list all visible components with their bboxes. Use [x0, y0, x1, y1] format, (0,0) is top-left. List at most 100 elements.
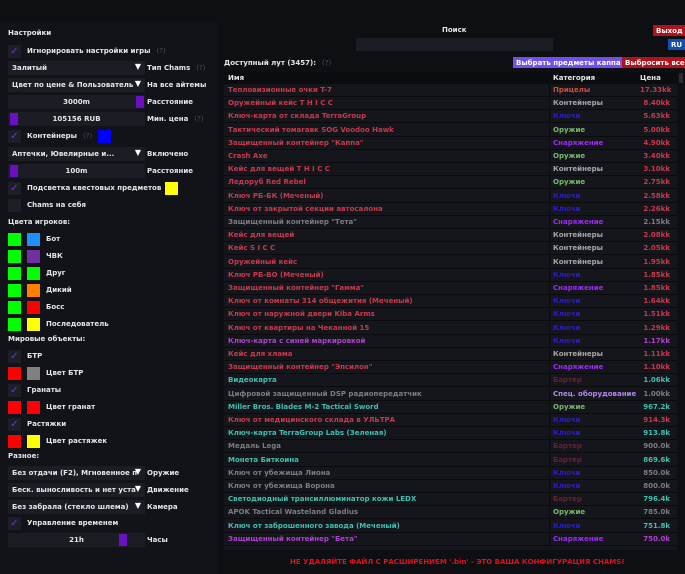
containers-enabled-dropdown[interactable]: Аптечки, Ювелирные и... ▼: [8, 147, 145, 161]
table-row[interactable]: Оружейный кейс T H I C C Контейнеры 8.40kk: [224, 97, 677, 111]
hours-slider[interactable]: 21h: [8, 533, 145, 547]
exit-button[interactable]: Выход: [653, 25, 685, 36]
player-type-label: Дикий: [46, 286, 72, 294]
table-row[interactable]: Ледоруб Red Rebel Оружие 2.75kk: [224, 176, 677, 190]
color-swatch[interactable]: [8, 317, 21, 331]
table-row[interactable]: Ключ РБ-ВО (Меченый) Ключи 1.85kk: [224, 268, 677, 282]
scrollbar[interactable]: [678, 72, 684, 550]
time-control-checkbox[interactable]: ✓ Управление временем: [8, 516, 118, 530]
help-icon[interactable]: (?): [196, 64, 206, 72]
column-name[interactable]: Имя: [228, 74, 245, 82]
table-row[interactable]: Ключ от комнаты 314 общежития (Меченый) К…: [224, 295, 677, 309]
item-price: 3.40kk: [643, 152, 670, 160]
quest-color-swatch[interactable]: [165, 181, 179, 195]
color-swatch[interactable]: [8, 300, 21, 314]
help-icon[interactable]: (?): [194, 115, 204, 123]
table-row[interactable]: Ключ-карта от склада TerraGroup Ключи 5.63…: [224, 110, 677, 124]
color-swatch[interactable]: [27, 249, 40, 263]
column-price[interactable]: Цена: [640, 74, 661, 82]
quest-highlight-checkbox[interactable]: ✓ Подсветка квестовых предметов: [8, 181, 184, 195]
color-swatch[interactable]: [8, 249, 21, 263]
min-price-slider[interactable]: 105156 RUB: [8, 112, 145, 126]
btr-checkbox[interactable]: ✓ БТР: [8, 349, 42, 363]
color-swatch[interactable]: [27, 366, 40, 380]
table-row[interactable]: Ключ от наружной двери Kiba Arms Ключи 1.5…: [224, 308, 677, 322]
containers-checkbox[interactable]: ✓ Контейнеры (?): [8, 129, 117, 143]
color-swatch[interactable]: [27, 283, 40, 297]
table-row[interactable]: Ключ от закрытой секции автосалона Ключи 2…: [224, 202, 677, 216]
scrollbar-thumb[interactable]: [679, 73, 683, 83]
help-icon[interactable]: (?): [83, 132, 93, 140]
camera-dropdown[interactable]: Без забрала (стекло шлема) ▼: [8, 500, 145, 514]
weapon-dropdown[interactable]: Без отдачи (F2), Мгновенное п ▼: [8, 466, 145, 480]
table-row[interactable]: Ключ от квартиры на Чеканной 15 Ключи 1.29…: [224, 321, 677, 335]
table-row[interactable]: Цифровой защищенный DSP радиопередатчик С…: [224, 387, 677, 401]
table-row[interactable]: Miller Bros. Blades M-2 Tactical Sword Ор…: [224, 400, 677, 414]
all-items-dropdown[interactable]: Цвет по цене & Пользователь ▼: [8, 78, 145, 92]
color-swatch[interactable]: [8, 400, 21, 414]
color-swatch[interactable]: [27, 232, 40, 246]
containers-color-swatch[interactable]: [98, 129, 112, 143]
table-row[interactable]: Монета Биткоина Бартер 869.6k: [224, 453, 677, 467]
item-name: Ключ РБ-БК (Меченый): [224, 189, 550, 202]
item-price: 1.85kk: [643, 284, 670, 292]
chams-self-checkbox[interactable]: Chams на себя: [8, 198, 86, 212]
table-row[interactable]: Ключ-карта TerraGroup Labs (Зеленая) Ключ…: [224, 427, 677, 441]
color-swatch[interactable]: [8, 434, 21, 448]
chams-type-dropdown[interactable]: Залитый ▼: [8, 61, 145, 75]
color-swatch[interactable]: [8, 266, 21, 280]
help-icon[interactable]: (?): [156, 47, 166, 55]
table-row[interactable]: Ключ РБ-БК (Меченый) Ключи 2.58kk: [224, 189, 677, 203]
distance-slider[interactable]: 3000m: [8, 95, 145, 109]
help-icon[interactable]: (?): [322, 59, 332, 67]
table-row[interactable]: Светодиодный трансиллюминатор кожи LEDX Б…: [224, 493, 677, 507]
table-row[interactable]: Ключ-карта с синей маркировкой Ключи 1.17k…: [224, 334, 677, 348]
table-row[interactable]: Ключ от убежища Ворона Ключи 800.0k: [224, 480, 677, 493]
slider-handle[interactable]: [10, 113, 18, 125]
table-row[interactable]: Защищенный контейнер "Гамма" Снаряжение 1.…: [224, 282, 677, 295]
color-swatch[interactable]: [27, 400, 40, 414]
slider-handle[interactable]: [119, 534, 127, 546]
table-row[interactable]: Оружейный кейс Контейнеры 1.95kk: [224, 255, 677, 269]
table-row[interactable]: APOK Tactical Wasteland Gladius Оружие 785…: [224, 506, 677, 520]
table-row[interactable]: Защищенный контейнер "Каппа" Снаряжение 4.…: [224, 136, 677, 150]
color-swatch[interactable]: [27, 317, 40, 331]
table-row[interactable]: Защищенный контейнер "Эпсилон" Снаряжение…: [224, 361, 677, 375]
table-row[interactable]: Кейс для вещей T H I C C Контейнеры 3.10kk: [224, 163, 677, 177]
table-row[interactable]: Ключ от убежища Лиона Ключи 850.0k: [224, 466, 677, 480]
color-swatch[interactable]: [8, 366, 21, 380]
table-row[interactable]: Тактический томагавк SOG Voodoo Hawk Оруж…: [224, 123, 677, 137]
slider-handle[interactable]: [136, 96, 144, 108]
color-swatch[interactable]: [8, 232, 21, 246]
table-row[interactable]: Защищенный контейнер "Бета" Снаряжение 750…: [224, 532, 677, 546]
table-row[interactable]: Кейс S I C C Контейнеры 2.05kk: [224, 242, 677, 256]
drop-all-button[interactable]: Выбросить все: [622, 57, 685, 68]
slider-handle[interactable]: [10, 165, 18, 177]
column-category[interactable]: Категория: [553, 74, 596, 82]
table-row[interactable]: Crash Axe Оружие 3.40kk: [224, 150, 677, 163]
language-button[interactable]: RU: [668, 39, 685, 50]
grenades-checkbox[interactable]: ✓ Гранаты: [8, 383, 61, 397]
color-swatch[interactable]: [27, 266, 40, 280]
table-row[interactable]: Кейс для хлама Контейнеры 1.11kk: [224, 348, 677, 361]
table-row[interactable]: Видеокарта Бартер 1.06kk: [224, 374, 677, 388]
table-row[interactable]: Ключ от заброшенного завода (Меченый) Клю…: [224, 519, 677, 533]
movement-dropdown[interactable]: Беск. выносливость и нет уста ▼: [8, 483, 145, 497]
search-input[interactable]: [356, 38, 553, 51]
table-row[interactable]: Кейс для вещей Контейнеры 2.08kk: [224, 229, 677, 243]
containers-distance-slider[interactable]: 100m: [8, 164, 145, 178]
table-row[interactable]: Медаль Lega Бартер 900.0k: [224, 440, 677, 454]
ignore-game-settings-checkbox[interactable]: ✓ Игнорировать настройки игры (?): [8, 44, 166, 58]
table-row[interactable]: Ключ от медицинского склада в УЛЬТРА Ключ…: [224, 414, 677, 427]
tripwires-checkbox[interactable]: ✓ Растяжки: [8, 417, 66, 431]
table-row[interactable]: Тепловизионные очки T-7 Прицелы 17.33kk: [224, 84, 677, 97]
color-swatch[interactable]: [8, 283, 21, 297]
color-swatch[interactable]: [27, 300, 40, 314]
select-kappa-button[interactable]: Выбрать предметы каппа: [513, 57, 624, 68]
item-name: Тепловизионные очки T-7: [224, 84, 550, 96]
player-color-row: Босс: [8, 300, 64, 314]
item-category: Прицелы: [553, 86, 591, 94]
table-row[interactable]: Защищенный контейнер "Тета" Снаряжение 2.1…: [224, 216, 677, 229]
item-name: Оружейный кейс: [224, 255, 550, 268]
color-swatch[interactable]: [27, 434, 40, 448]
